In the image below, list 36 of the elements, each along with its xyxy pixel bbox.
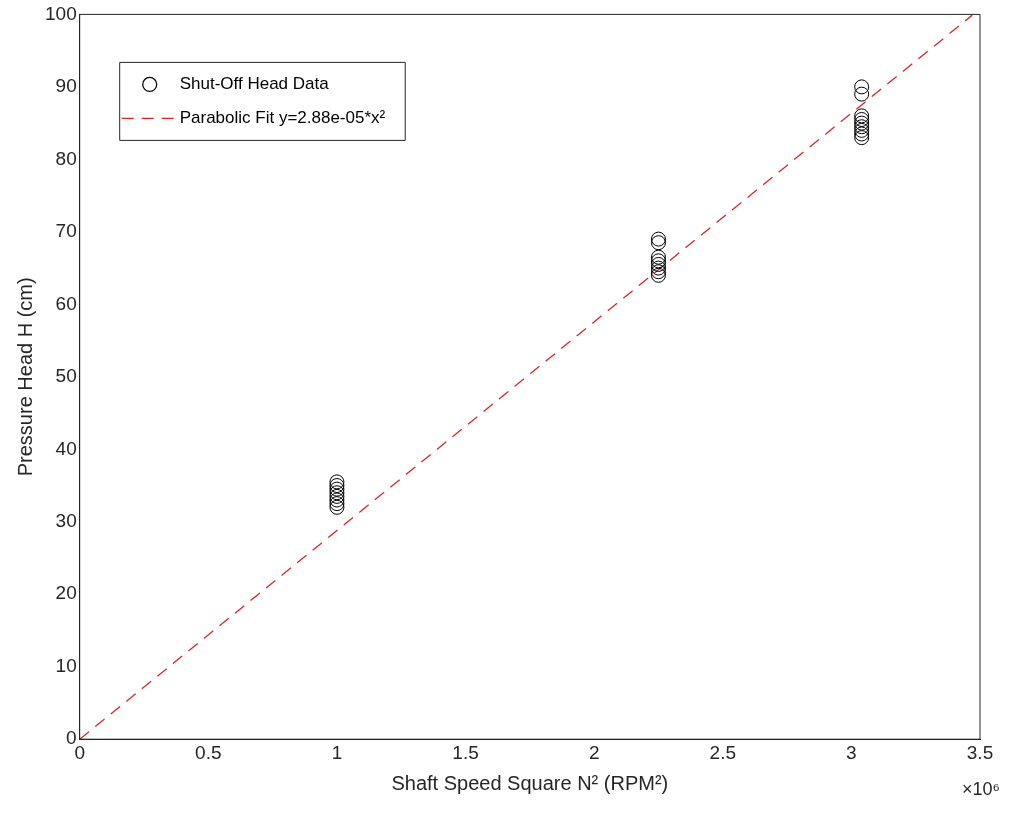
y-tick-label: 50 [55, 365, 77, 387]
x-tick-label: 2 [588, 741, 600, 763]
legend-label: Shut-Off Head Data [179, 74, 330, 94]
y-tick-label: 80 [55, 147, 77, 169]
point [329, 474, 345, 490]
y-tick-label: 0 [66, 727, 77, 749]
point [854, 108, 870, 124]
y-tick-label: 90 [55, 75, 77, 97]
point [854, 115, 870, 131]
y-tick-label: 100 [45, 2, 77, 24]
y-tick-label: 20 [55, 582, 77, 604]
point [650, 231, 666, 247]
y-tick-label: 40 [55, 437, 77, 459]
legend-label: Parabolic Fit y=2.88e-05*x² [179, 108, 386, 128]
point [854, 79, 870, 95]
x-tick-label: 1 [331, 741, 343, 763]
point [854, 86, 870, 102]
point [650, 235, 666, 251]
y-tick-label: 10 [55, 654, 77, 676]
y-tick-label: 30 [55, 509, 77, 531]
x-tick-label: 2.5 [709, 741, 736, 763]
x-tick-label: 1.5 [452, 741, 479, 763]
x-tick-label: 3 [846, 741, 857, 763]
y-tick-label: 60 [55, 292, 77, 314]
text: ×10⁶ [962, 779, 1000, 800]
point [854, 130, 870, 146]
point [854, 112, 870, 127]
y-axis-title: Pressure Head H (cm) [13, 277, 36, 477]
point [329, 492, 345, 508]
point [650, 260, 666, 276]
y-tick-label: 70 [55, 220, 77, 242]
point [854, 126, 870, 142]
point [650, 249, 666, 265]
x-axis-title: Shaft Speed Square N² (RPM²) [391, 771, 669, 794]
x-tick-label: 0.5 [195, 741, 222, 763]
x-tick-label: 3.5 [966, 741, 994, 763]
